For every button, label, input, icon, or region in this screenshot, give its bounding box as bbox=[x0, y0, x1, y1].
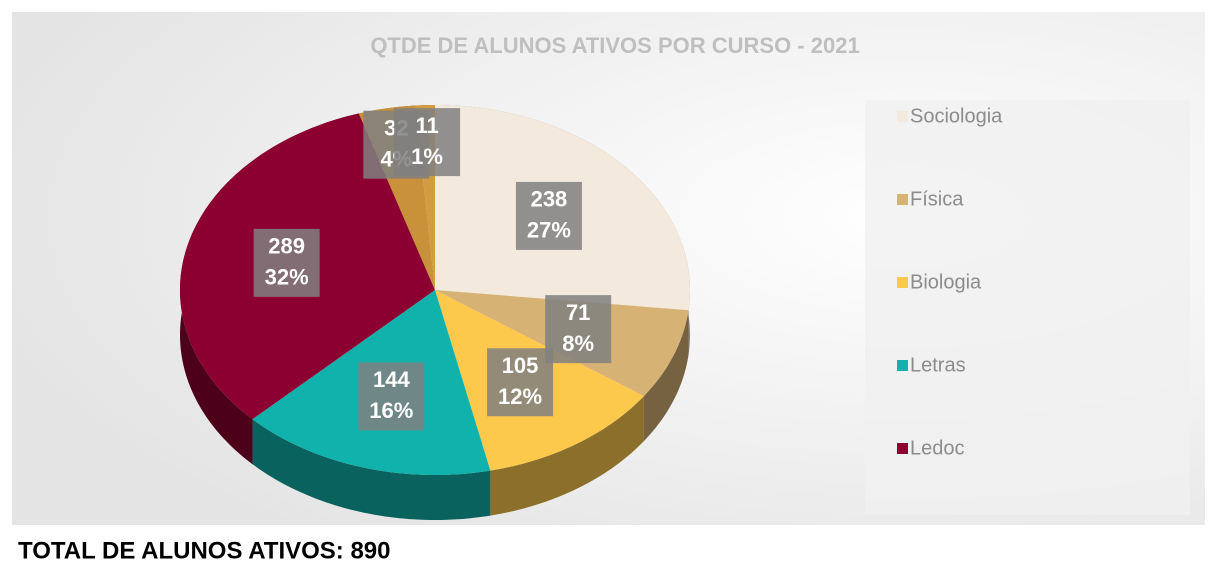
data-label-percent: 27% bbox=[527, 218, 571, 243]
data-label-percent: 12% bbox=[498, 384, 542, 409]
data-label-box bbox=[358, 362, 425, 431]
legend-label: Física bbox=[910, 188, 964, 210]
data-label-percent: 32% bbox=[265, 265, 309, 290]
slice-side bbox=[490, 396, 644, 516]
data-label-box bbox=[515, 181, 582, 250]
legend-swatch bbox=[897, 443, 908, 454]
data-label: 144 bbox=[373, 367, 410, 392]
data-label: 289 bbox=[268, 234, 305, 259]
legend-label: Ledoc bbox=[910, 437, 965, 459]
legend-swatch bbox=[897, 194, 908, 205]
slice-side bbox=[643, 310, 689, 442]
data-label-box bbox=[394, 108, 461, 177]
legend-swatch bbox=[897, 360, 908, 371]
legend-label: Biologia bbox=[910, 271, 982, 293]
data-label-box bbox=[487, 348, 554, 417]
legend-swatch bbox=[897, 277, 908, 288]
footer: TOTAL DE ALUNOS ATIVOS: 890 bbox=[18, 537, 391, 564]
slice-side bbox=[252, 419, 491, 520]
data-label-percent: 16% bbox=[369, 398, 413, 423]
data-label: 71 bbox=[566, 300, 590, 325]
data-label: 238 bbox=[531, 187, 568, 212]
data-label-percent: 1% bbox=[411, 144, 443, 169]
legend-swatch bbox=[897, 111, 908, 122]
data-label-box bbox=[545, 295, 612, 364]
legend-box bbox=[865, 100, 1190, 515]
data-label: 11 bbox=[415, 113, 438, 138]
legend-label: Letras bbox=[910, 354, 966, 376]
data-label-box bbox=[253, 228, 320, 297]
chart-title: QTDE DE ALUNOS ATIVOS POR CURSO - 2021 bbox=[370, 33, 859, 58]
data-label-percent: 8% bbox=[562, 331, 594, 356]
legend-label: Sociologia bbox=[910, 105, 1003, 127]
data-label: 105 bbox=[502, 353, 539, 378]
